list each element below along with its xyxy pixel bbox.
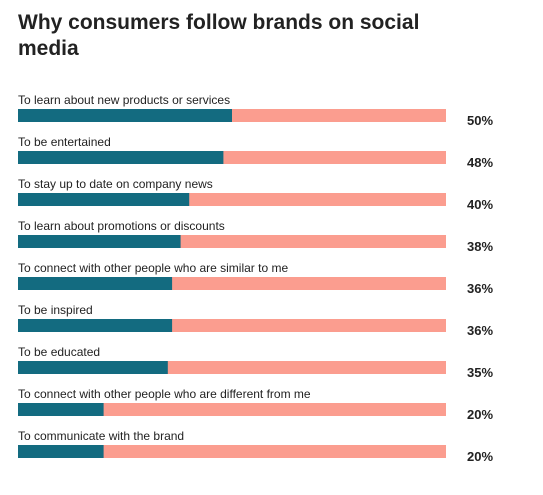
bar-value — [18, 109, 232, 122]
value-label: 20% — [467, 407, 493, 422]
bar-value — [18, 319, 173, 332]
value-label: 20% — [467, 449, 493, 464]
bar-value — [18, 361, 168, 374]
category-label: To learn about promotions or discounts — [18, 219, 225, 233]
bar-row: To be educated 35% — [18, 345, 493, 380]
category-label: To be inspired — [18, 303, 93, 317]
value-label: 50% — [467, 113, 493, 128]
category-label: To communicate with the brand — [18, 429, 184, 443]
bar-row: To learn about new products or services 5… — [18, 93, 493, 128]
value-label: 38% — [467, 239, 493, 254]
bar-remainder — [18, 403, 446, 416]
value-label: 36% — [467, 281, 493, 296]
bar-value — [18, 403, 104, 416]
value-label: 48% — [467, 155, 493, 170]
bar-value — [18, 235, 181, 248]
bar-row: To connect with other people who are sim… — [18, 261, 493, 296]
chart-title: Why consumers follow brands on social me… — [18, 11, 420, 60]
category-label: To be entertained — [18, 135, 111, 149]
value-label: 35% — [467, 365, 493, 380]
bar-row: To learn about promotions or discounts 38… — [18, 219, 493, 254]
bar-value — [18, 151, 224, 164]
category-label: To connect with other people who are sim… — [18, 261, 288, 275]
bar-row: To be entertained 48% — [18, 135, 493, 170]
category-label: To be educated — [18, 345, 100, 359]
bar-row: To be inspired 36% — [18, 303, 493, 338]
bar-value — [18, 445, 104, 458]
bar-row: To connect with other people who are dif… — [18, 387, 493, 422]
bar-value — [18, 277, 173, 290]
bar-row: To stay up to date on company news 40% — [18, 177, 493, 212]
value-label: 36% — [467, 323, 493, 338]
category-label: To learn about new products or services — [18, 93, 230, 107]
bar-value — [18, 193, 190, 206]
bar-row: To communicate with the brand 20% — [18, 429, 493, 464]
category-label: To stay up to date on company news — [18, 177, 213, 191]
category-label: To connect with other people who are dif… — [18, 387, 311, 401]
bar-remainder — [18, 445, 446, 458]
value-label: 40% — [467, 197, 493, 212]
